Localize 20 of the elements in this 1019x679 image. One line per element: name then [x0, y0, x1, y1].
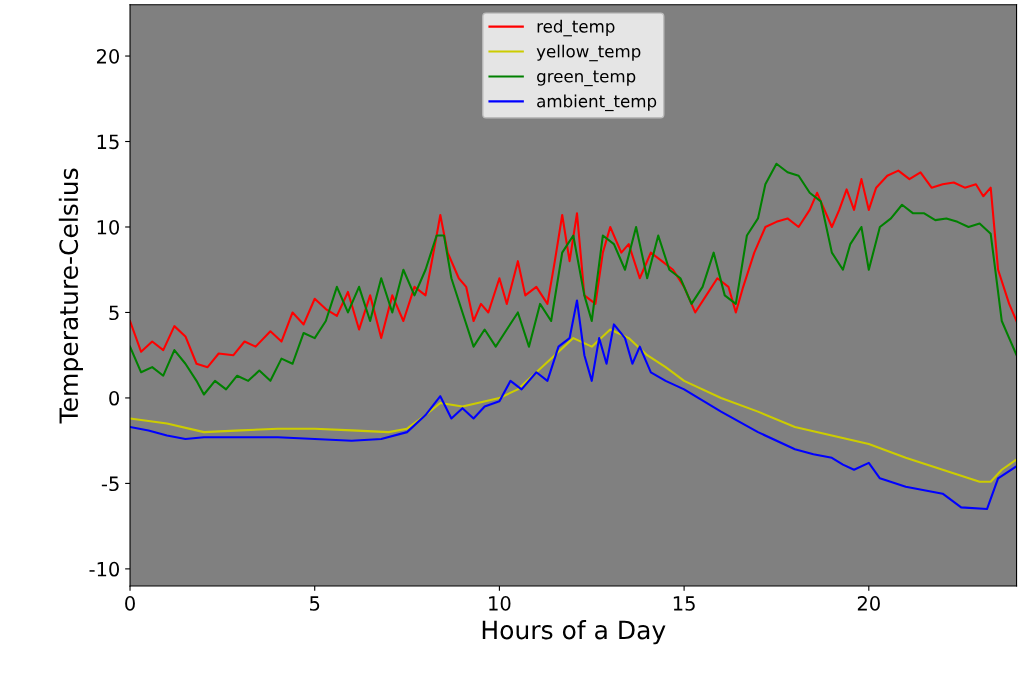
line-series [130, 299, 1017, 511]
legend-label: green_temp [537, 70, 636, 87]
x-tick-label: 5 [310, 596, 320, 611]
y-tick-label: 5 [109, 305, 119, 321]
y-tick-label: 0 [109, 390, 120, 406]
y-tick-label: 10 [97, 219, 120, 235]
y-tick-label: -10 [89, 561, 120, 577]
x-tick-label: 10 [489, 596, 511, 611]
x-tick-label: 15 [673, 596, 695, 611]
x-axis-title: Hours of a Day [482, 620, 666, 645]
x-tick-label: 0 [125, 596, 135, 611]
y-tick-label: 20 [96, 48, 120, 64]
y-axis-title: Temperature-Celsius [58, 168, 83, 424]
x-tick-label: 20 [857, 596, 880, 611]
line-series [130, 328, 1017, 483]
legend-label: ambient_temp [537, 94, 657, 112]
y-tick-label: -5 [101, 476, 119, 492]
y-tick-label: 15 [97, 134, 119, 150]
legend-label: yellow_temp [536, 44, 641, 62]
legend-label: red_temp [537, 19, 615, 37]
